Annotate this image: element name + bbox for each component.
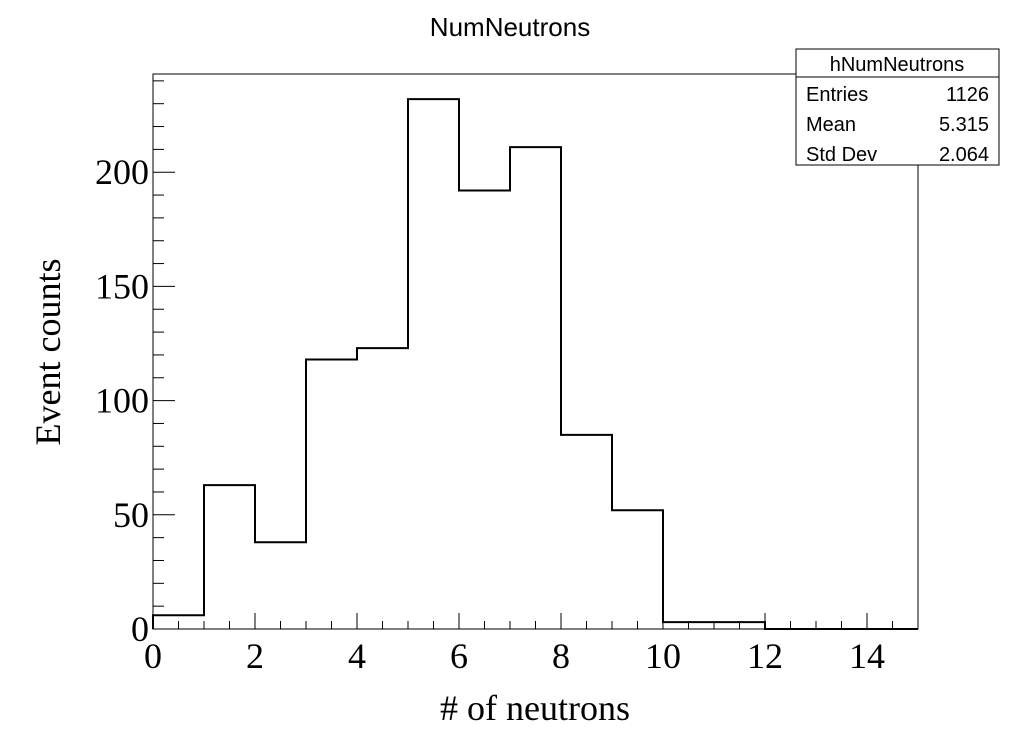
stats-mean-value: 5.315 <box>939 114 989 136</box>
y-tick-label: 100 <box>95 381 149 421</box>
y-tick-label: 0 <box>131 609 149 649</box>
stats-stddev-value: 2.064 <box>939 144 989 166</box>
y-tick-label: 150 <box>95 266 149 306</box>
x-tick-label: 14 <box>849 636 885 676</box>
x-axis-ticks: 0 2 4 6 8 10 12 14 <box>144 613 893 676</box>
y-tick-label: 50 <box>113 495 149 535</box>
stats-entries-label: Entries <box>806 84 868 106</box>
x-tick-label: 10 <box>645 636 681 676</box>
x-axis-label: # of neutrons <box>440 688 630 728</box>
stats-entries-value: 1126 <box>946 84 989 106</box>
chart-title: NumNeutrons <box>430 12 590 42</box>
histogram-bin <box>459 190 510 629</box>
histogram-bin <box>306 359 357 629</box>
histogram-bin <box>204 485 255 629</box>
histogram-bin <box>612 510 663 629</box>
stats-box-title: hNumNeutrons <box>830 54 965 76</box>
x-tick-label: 8 <box>552 636 570 676</box>
histogram-bin <box>255 542 306 629</box>
x-tick-label: 6 <box>450 636 468 676</box>
x-tick-label: 0 <box>144 636 162 676</box>
histogram-bin <box>357 348 408 629</box>
y-axis-ticks: 0 50 100 150 200 <box>95 80 175 649</box>
stats-stddev-label: Std Dev <box>806 144 877 166</box>
histogram-bin <box>408 99 459 629</box>
histogram-bin <box>510 147 561 629</box>
x-tick-label: 2 <box>246 636 264 676</box>
histogram-bin <box>561 435 612 629</box>
stats-box: hNumNeutrons Entries 1126 Mean 5.315 Std… <box>795 48 1000 166</box>
histogram-outline <box>152 98 918 630</box>
x-tick-label: 12 <box>747 636 783 676</box>
stats-mean-label: Mean <box>806 114 856 136</box>
stats-box-frame <box>795 48 1000 166</box>
y-tick-label: 200 <box>95 152 149 192</box>
y-axis-label: Event counts <box>28 259 68 446</box>
x-tick-label: 4 <box>348 636 366 676</box>
